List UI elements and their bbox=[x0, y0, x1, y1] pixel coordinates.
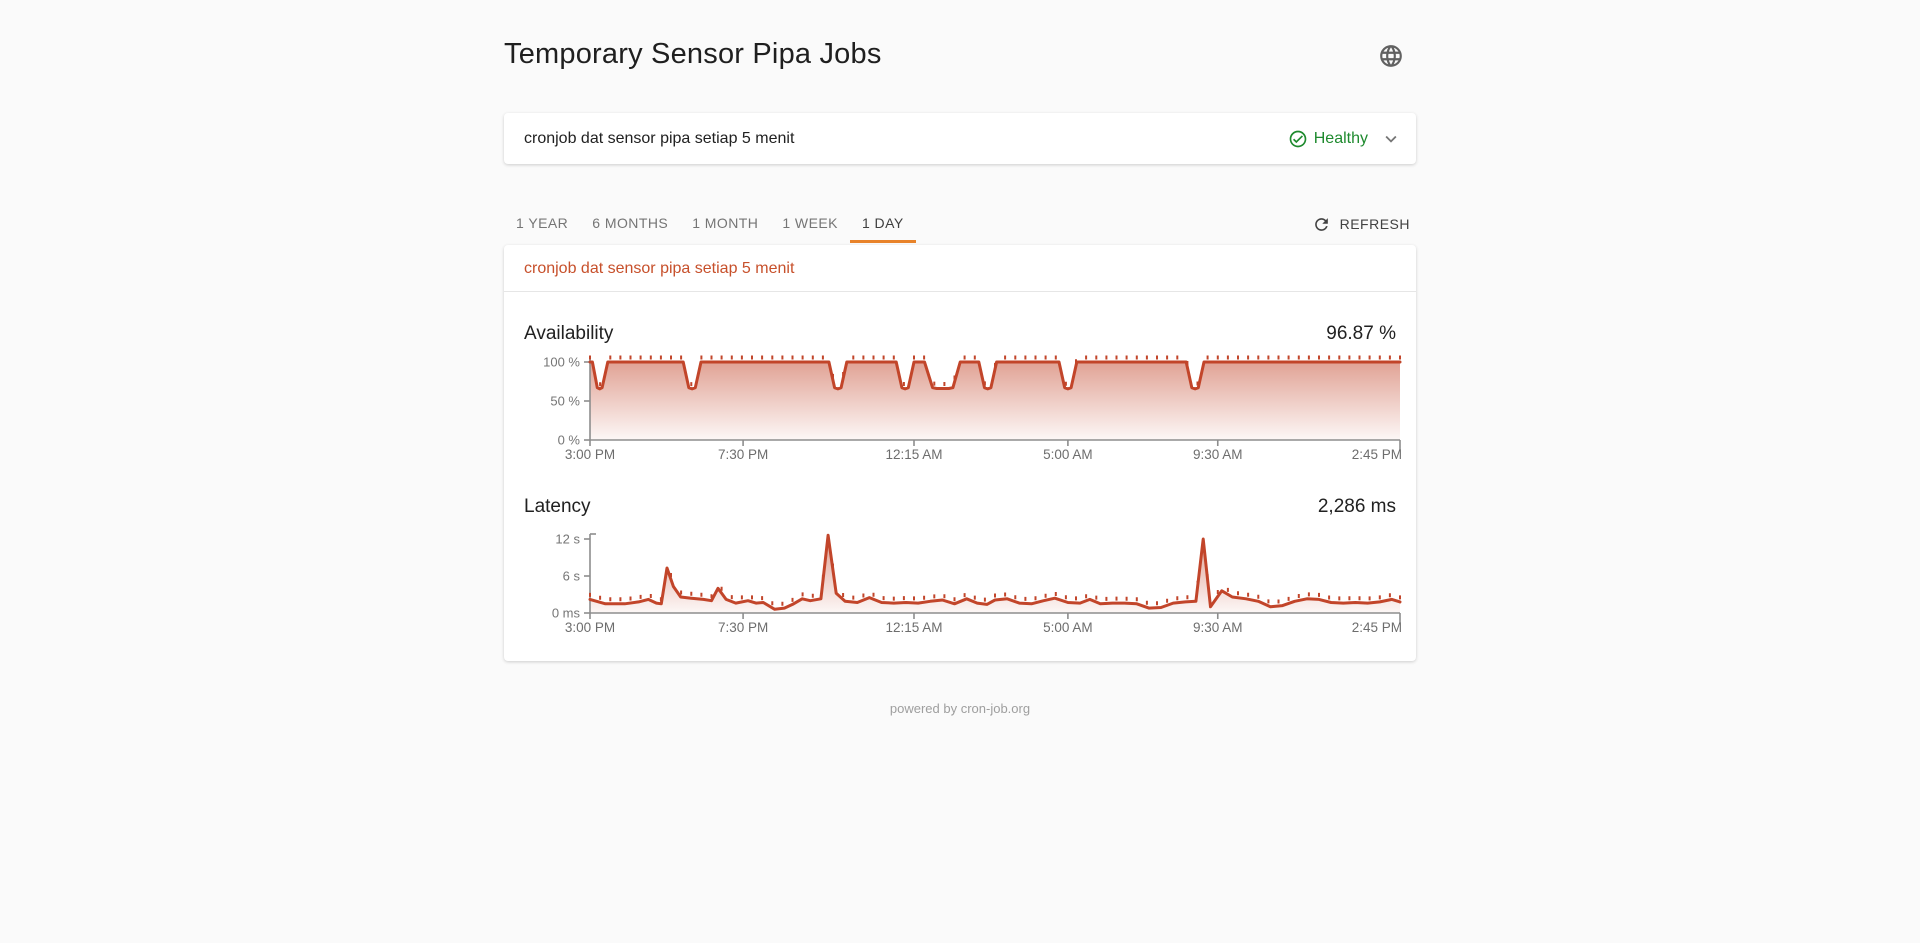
availability-header: Availability 96.87 % bbox=[504, 323, 1416, 345]
svg-text:5:00 AM: 5:00 AM bbox=[1043, 447, 1093, 462]
refresh-label: REFRESH bbox=[1339, 216, 1410, 232]
refresh-button[interactable]: REFRESH bbox=[1306, 205, 1416, 243]
tab-1-week[interactable]: 1 WEEK bbox=[782, 214, 838, 231]
refresh-icon bbox=[1314, 217, 1328, 231]
svg-text:0 %: 0 % bbox=[558, 433, 581, 448]
status-badge: Healthy bbox=[1288, 129, 1368, 149]
svg-text:2:45 PM: 2:45 PM bbox=[1352, 447, 1402, 462]
availability-value: 96.87 % bbox=[1326, 323, 1396, 344]
latency-chart[interactable]: 12 s 6 s 0 ms3:00 PM 7:30 PM 12:15 AM 5:00 AM… bbox=[540, 525, 1410, 637]
availability-title: Availability bbox=[524, 323, 614, 344]
status-label: Healthy bbox=[1313, 129, 1368, 147]
svg-text:50 %: 50 % bbox=[550, 394, 580, 409]
tab-1-day[interactable]: 1 DAY bbox=[849, 205, 916, 243]
monitor-card-title[interactable]: cronjob dat sensor pipa setiap 5 menit bbox=[504, 245, 1416, 292]
chevron-down-glyph bbox=[1385, 135, 1397, 143]
tab-6-months[interactable]: 6 MONTHS bbox=[592, 214, 669, 231]
svg-text:7:30 PM: 7:30 PM bbox=[718, 447, 768, 462]
toolbar-spacer bbox=[916, 205, 1306, 243]
job-selector-card[interactable]: cronjob dat sensor pipa setiap 5 menit H… bbox=[504, 113, 1416, 164]
svg-text:100 %: 100 % bbox=[543, 355, 580, 370]
svg-text:7:30 PM: 7:30 PM bbox=[718, 620, 768, 635]
svg-text:5:00 AM: 5:00 AM bbox=[1043, 620, 1093, 635]
svg-text:12 s: 12 s bbox=[555, 532, 580, 547]
tab-1-year[interactable]: 1 YEAR bbox=[516, 214, 569, 231]
svg-text:2:45 PM: 2:45 PM bbox=[1352, 620, 1402, 635]
svg-text:9:30 AM: 9:30 AM bbox=[1193, 447, 1243, 462]
page-title: Temporary Sensor Pipa Jobs bbox=[504, 38, 882, 70]
globe-icon-glyph bbox=[1380, 45, 1402, 67]
monitor-card: cronjob dat sensor pipa setiap 5 menit A… bbox=[504, 245, 1416, 661]
chevron-down-icon[interactable] bbox=[1380, 128, 1402, 150]
job-selector-name: cronjob dat sensor pipa setiap 5 menit bbox=[524, 129, 795, 147]
svg-text:3:00 PM: 3:00 PM bbox=[565, 620, 615, 635]
globe-icon[interactable] bbox=[1378, 43, 1404, 69]
latency-title: Latency bbox=[524, 496, 591, 517]
powered-by-footer[interactable]: powered by cron-job.org bbox=[889, 701, 1031, 716]
svg-text:12:15 AM: 12:15 AM bbox=[885, 620, 942, 635]
check-circle-icon bbox=[1289, 130, 1307, 147]
availability-chart[interactable]: 100 % 50 % 0 %3:00 PM 7:30 PM 12:15 AM 5:00 A… bbox=[540, 352, 1410, 464]
svg-text:9:30 AM: 9:30 AM bbox=[1193, 620, 1243, 635]
svg-text:0 ms: 0 ms bbox=[552, 606, 581, 621]
latency-value: 2,286 ms bbox=[1317, 496, 1396, 517]
svg-text:3:00 PM: 3:00 PM bbox=[565, 447, 615, 462]
svg-text:6 s: 6 s bbox=[563, 569, 581, 584]
tab-1-month[interactable]: 1 MONTH bbox=[692, 214, 759, 231]
time-range-toolbar: 1 YEAR 6 MONTHS 1 MONTH 1 WEEK 1 DAY REF… bbox=[504, 205, 1416, 243]
svg-text:12:15 AM: 12:15 AM bbox=[885, 447, 942, 462]
latency-header: Latency 2,286 ms bbox=[504, 496, 1416, 518]
